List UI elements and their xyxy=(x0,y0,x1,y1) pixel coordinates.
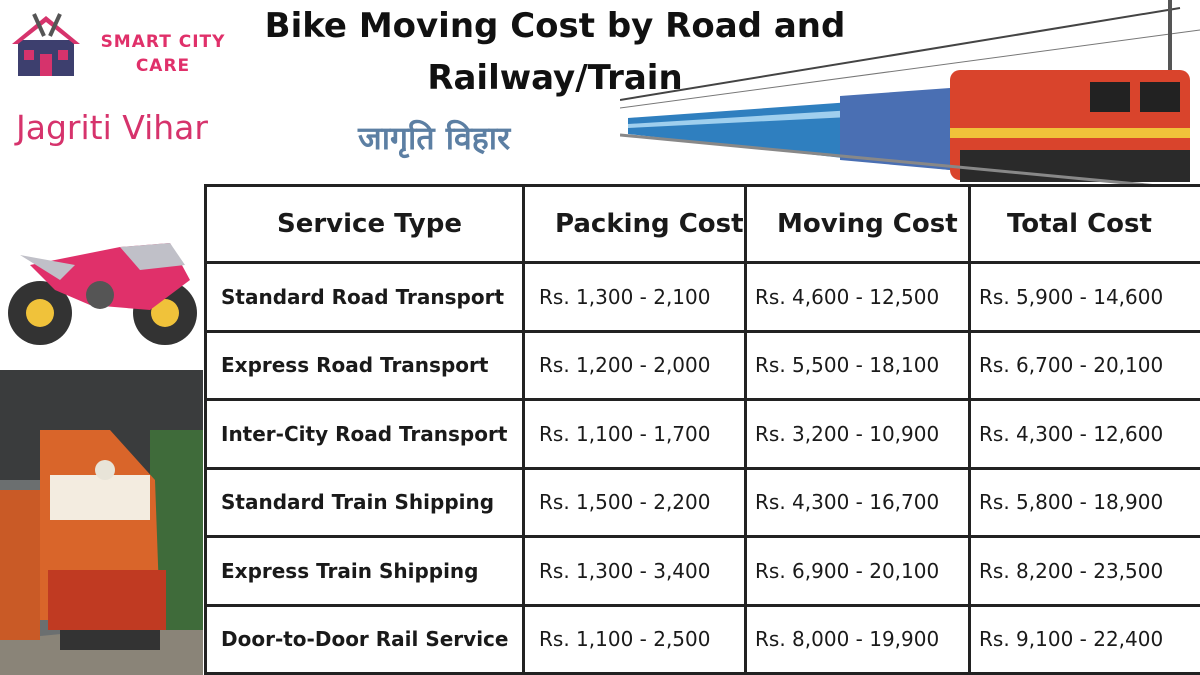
service-cell: Standard Train Shipping xyxy=(204,466,525,538)
brand-name: SMART CITY CARE xyxy=(98,30,228,78)
motorbike-illustration xyxy=(8,243,197,345)
page-title: Bike Moving Cost by Road and Railway/Tra… xyxy=(250,0,860,104)
moving-cell: Rs. 6,900 - 20,100 xyxy=(744,535,971,607)
table-row: Express Train Shipping Rs. 1,300 - 3,400… xyxy=(204,535,1200,607)
brand-line-2: CARE xyxy=(135,56,191,76)
service-cell: Door-to-Door Rail Service xyxy=(204,603,525,675)
moving-cell: Rs. 4,300 - 16,700 xyxy=(744,466,971,538)
table-header-row: Service Type Packing Cost Moving Cost To… xyxy=(204,184,1200,264)
table-row: Door-to-Door Rail Service Rs. 1,100 - 2,… xyxy=(204,603,1200,675)
packing-cell: Rs. 1,300 - 3,400 xyxy=(522,535,747,607)
diesel-locomotive-photo xyxy=(0,370,203,675)
brand-logo: SMART CITY CARE xyxy=(10,10,224,80)
brand-line-1: SMART CITY xyxy=(100,32,226,52)
moving-cell: Rs. 5,500 - 18,100 xyxy=(744,329,971,401)
total-cell: Rs. 9,100 - 22,400 xyxy=(968,603,1200,675)
packing-cell: Rs. 1,300 - 2,100 xyxy=(522,261,747,333)
service-cell: Standard Road Transport xyxy=(204,261,525,333)
title-line-1: Bike Moving Cost by Road and xyxy=(264,6,846,46)
moving-cell: Rs. 3,200 - 10,900 xyxy=(744,398,971,470)
total-cell: Rs. 8,200 - 23,500 xyxy=(968,535,1200,607)
table-row: Inter-City Road Transport Rs. 1,100 - 1,… xyxy=(204,398,1200,470)
table-row: Express Road Transport Rs. 1,200 - 2,000… xyxy=(204,329,1200,401)
cost-table: Service Type Packing Cost Moving Cost To… xyxy=(204,184,1200,675)
header-total-cost: Total Cost xyxy=(968,184,1200,264)
moving-cell: Rs. 8,000 - 19,900 xyxy=(744,603,971,675)
house-tools-logo-icon xyxy=(12,13,80,76)
electric-train-illustration xyxy=(620,0,1200,192)
service-cell: Express Road Transport xyxy=(204,329,525,401)
header-packing-cost: Packing Cost xyxy=(522,184,747,264)
header-moving-cost: Moving Cost xyxy=(744,184,971,264)
service-cell: Inter-City Road Transport xyxy=(204,398,525,470)
packing-cell: Rs. 1,200 - 2,000 xyxy=(522,329,747,401)
location-english: Jagriti Vihar xyxy=(16,108,208,147)
packing-cell: Rs. 1,500 - 2,200 xyxy=(522,466,747,538)
moving-cell: Rs. 4,600 - 12,500 xyxy=(744,261,971,333)
service-cell: Express Train Shipping xyxy=(204,535,525,607)
total-cell: Rs. 4,300 - 12,600 xyxy=(968,398,1200,470)
total-cell: Rs. 5,800 - 18,900 xyxy=(968,466,1200,538)
packing-cell: Rs. 1,100 - 1,700 xyxy=(522,398,747,470)
table-row: Standard Road Transport Rs. 1,300 - 2,10… xyxy=(204,261,1200,333)
location-hindi: जागृति विहार xyxy=(358,119,511,157)
total-cell: Rs. 5,900 - 14,600 xyxy=(968,261,1200,333)
total-cell: Rs. 6,700 - 20,100 xyxy=(968,329,1200,401)
packing-cell: Rs. 1,100 - 2,500 xyxy=(522,603,747,675)
title-line-2: Railway/Train xyxy=(427,58,683,98)
header-service-type: Service Type xyxy=(204,184,525,264)
table-row: Standard Train Shipping Rs. 1,500 - 2,20… xyxy=(204,466,1200,538)
